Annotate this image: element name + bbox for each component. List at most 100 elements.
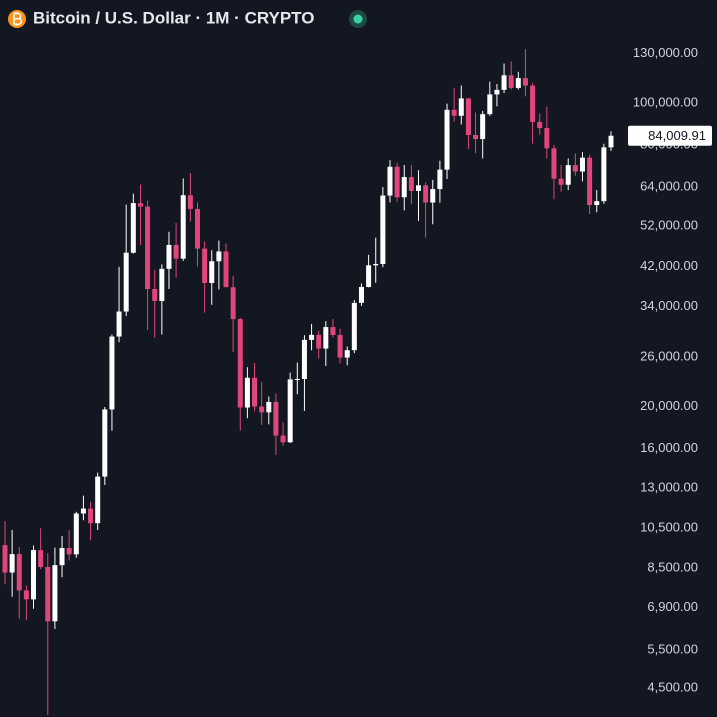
candle-body	[52, 565, 58, 622]
candle-body	[465, 98, 471, 135]
candle-body	[209, 261, 215, 283]
candle-body	[287, 379, 293, 443]
candle-body	[373, 263, 379, 266]
candle-body	[458, 98, 464, 116]
candle-body	[565, 165, 571, 185]
candle-body	[159, 268, 165, 301]
candle-body	[45, 566, 51, 622]
candle-body	[544, 128, 550, 149]
candle-body	[273, 401, 279, 436]
candle-body	[130, 203, 136, 253]
candle-body	[608, 135, 614, 148]
candle-body	[16, 554, 22, 591]
candle-body	[366, 265, 372, 287]
y-tick-label: 42,000.00	[640, 258, 698, 273]
candle-body	[180, 195, 186, 259]
candle-body	[551, 148, 557, 179]
last-price-label: 84,009.91	[648, 128, 706, 143]
candle-body	[38, 550, 44, 567]
candle-body	[116, 311, 122, 337]
candle-body	[301, 339, 307, 379]
candle-body	[401, 177, 407, 198]
candle-body	[137, 203, 143, 207]
chart-title: Bitcoin / U.S. Dollar · 1M · CRYPTO	[33, 8, 314, 27]
candle-body	[387, 166, 393, 196]
candle-body	[194, 208, 200, 249]
y-tick-label: 34,000.00	[640, 298, 698, 313]
candle-body	[594, 201, 600, 206]
y-tick-label: 26,000.00	[640, 349, 698, 364]
y-axis: 130,000.00100,000.0080,000.0064,000.0052…	[628, 45, 712, 694]
candle-body	[31, 550, 37, 600]
candle-body	[451, 109, 457, 116]
y-tick-label: 52,000.00	[640, 218, 698, 233]
candle-body	[394, 166, 400, 198]
y-tick-label: 8,500.00	[647, 559, 698, 574]
y-tick-label: 100,000.00	[633, 94, 698, 109]
candle-body	[280, 435, 286, 443]
candle-body	[430, 189, 436, 203]
candle-body	[437, 169, 443, 190]
candle-body	[380, 195, 386, 264]
candle-body	[423, 185, 429, 203]
candle-body	[223, 251, 229, 288]
candle-body	[579, 157, 585, 172]
candle-body	[601, 147, 607, 202]
candle-body	[337, 334, 343, 358]
coin-symbol	[13, 12, 23, 26]
candle-body	[480, 114, 486, 140]
candle-body	[109, 336, 115, 410]
candle-body	[558, 178, 564, 185]
candle-body	[487, 94, 493, 115]
candle-body	[508, 75, 514, 88]
candle-body	[530, 85, 536, 122]
candle-body	[73, 513, 79, 555]
candle-body	[230, 287, 236, 320]
y-tick-label: 64,000.00	[640, 179, 698, 194]
candle-body	[501, 75, 507, 90]
y-tick-label: 6,900.00	[647, 599, 698, 614]
candle-body	[187, 195, 193, 209]
y-tick-label: 4,500.00	[647, 679, 698, 694]
candle-body	[152, 288, 158, 301]
last-price-box	[628, 125, 712, 146]
candle-body	[344, 350, 350, 358]
candle-body	[266, 401, 272, 413]
candle-body	[294, 378, 300, 380]
y-tick-label: 20,000.00	[640, 398, 698, 413]
y-tick-label: 10,500.00	[640, 520, 698, 535]
candle-body	[123, 252, 129, 312]
candle-body	[166, 244, 172, 269]
candle-body	[95, 476, 101, 524]
candle-body	[202, 248, 208, 283]
candle-body	[351, 302, 357, 351]
y-tick-label: 13,000.00	[640, 479, 698, 494]
candle-body	[537, 121, 543, 129]
candle-body	[323, 327, 329, 349]
status-dot	[353, 14, 363, 24]
y-tick-label: 130,000.00	[633, 45, 698, 60]
candle-body	[2, 545, 8, 573]
candle-body	[416, 185, 422, 191]
candle-body	[145, 206, 151, 289]
candle-body	[494, 89, 500, 95]
candle-body	[59, 548, 65, 566]
candle-body	[244, 377, 250, 408]
candle-body	[102, 409, 108, 477]
candle-body	[237, 319, 243, 408]
candle-body	[572, 165, 578, 172]
candle-body	[522, 78, 528, 86]
candle-body	[259, 406, 265, 413]
candle-body	[66, 548, 72, 555]
candle-body	[88, 508, 94, 524]
candle-body	[216, 251, 222, 262]
candle-body	[80, 508, 86, 514]
candle-body	[9, 554, 15, 573]
candle-body	[330, 327, 336, 335]
candle-body	[515, 78, 521, 88]
candle-body	[473, 134, 479, 140]
candle-body	[316, 334, 322, 349]
candle-body	[408, 177, 414, 191]
